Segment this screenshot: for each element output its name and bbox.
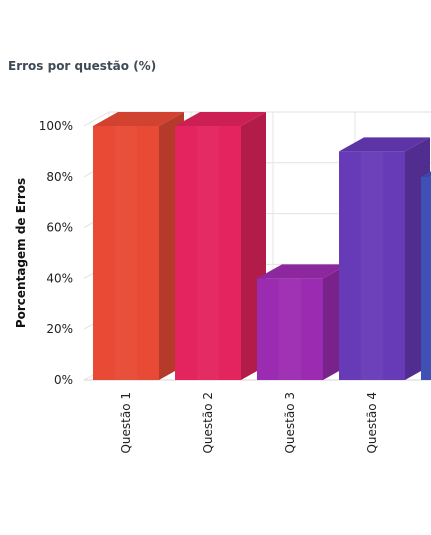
y-tick-label: 0% bbox=[54, 373, 73, 387]
x-tick-label: Questão 3 bbox=[283, 392, 297, 454]
bar-top bbox=[93, 112, 184, 126]
bar-highlight bbox=[196, 126, 220, 380]
y-axis-ticks: 0% 20% 40% 60% 80% 100% bbox=[39, 119, 73, 387]
bar-highlight bbox=[114, 126, 138, 380]
bar bbox=[421, 171, 431, 380]
y-tick-label: 40% bbox=[46, 271, 73, 285]
bar bbox=[339, 137, 430, 380]
y-tick-label: 100% bbox=[39, 119, 73, 133]
y-tick-label: 80% bbox=[46, 170, 73, 184]
bar bbox=[93, 112, 184, 380]
y-tick-label: 20% bbox=[46, 322, 73, 336]
x-axis-ticks: Questão 1 Questão 2 Questão 3 Questão 4 bbox=[119, 392, 379, 454]
bar-highlight bbox=[360, 151, 384, 380]
chart-title: Erros por questão (%) bbox=[8, 59, 157, 73]
bar-front bbox=[421, 176, 431, 380]
y-tick-label: 60% bbox=[46, 221, 73, 235]
bar-top bbox=[175, 112, 266, 126]
x-tick-label: Questão 2 bbox=[201, 392, 215, 454]
x-tick-label: Questão 1 bbox=[119, 392, 133, 454]
bars bbox=[93, 112, 431, 380]
bar-top bbox=[421, 171, 431, 177]
y-axis-title: Porcentagem de Erros bbox=[14, 178, 28, 328]
grid-line-diag bbox=[83, 111, 110, 127]
bar bbox=[257, 264, 348, 380]
x-tick-label: Questão 4 bbox=[365, 392, 379, 454]
bar bbox=[175, 112, 266, 380]
bar-top bbox=[257, 264, 348, 279]
bar-highlight bbox=[278, 278, 302, 380]
bar-top bbox=[339, 137, 430, 152]
